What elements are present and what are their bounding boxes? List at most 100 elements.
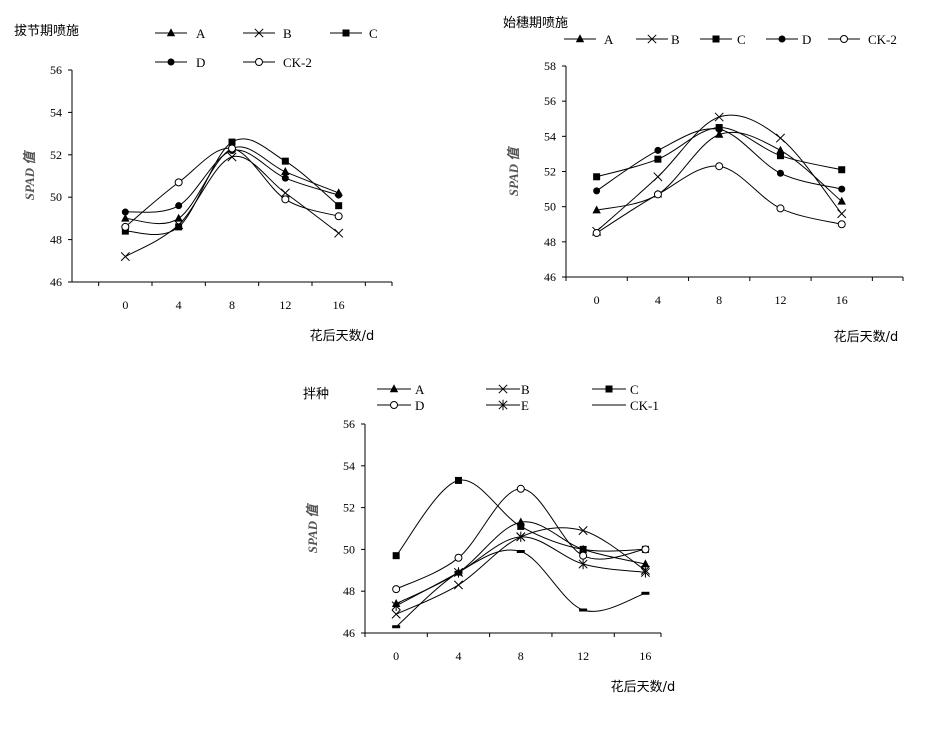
y-tick-label: 48 (343, 584, 355, 598)
legend-marker (840, 35, 848, 43)
legend-item-a: A (155, 26, 206, 41)
x-axis-label: 花后天数/d (834, 329, 899, 345)
legend-marker (605, 385, 613, 393)
data-point (654, 155, 662, 163)
data-point (593, 187, 601, 195)
legend-marker (575, 34, 585, 43)
legend-label: B (671, 32, 680, 47)
data-point (579, 608, 588, 612)
legend-item-c: C (700, 32, 746, 47)
legend-label: A (415, 382, 425, 397)
data-point (653, 172, 663, 182)
legend-item-c: C (330, 26, 378, 41)
data-point (334, 228, 344, 238)
data-point (715, 162, 724, 171)
data-point (593, 173, 601, 181)
chart-title: 拔节期喷施 (14, 24, 79, 39)
legend-label: E (521, 398, 529, 413)
data-point (641, 559, 650, 568)
legend-label: B (521, 382, 530, 397)
y-tick-label: 48 (50, 233, 62, 247)
data-point (715, 125, 723, 133)
legend-item-d: D (377, 398, 424, 413)
legend-label: A (604, 32, 614, 47)
x-tick-label: 0 (393, 649, 399, 663)
x-axis-label: 花后天数/d (611, 679, 676, 695)
y-tick-label: 54 (343, 459, 355, 473)
legend-marker (255, 58, 263, 66)
x-tick-label: 8 (518, 649, 524, 663)
legend-marker (498, 384, 508, 394)
data-point (641, 545, 650, 554)
x-tick-label: 16 (836, 293, 848, 307)
y-tick-label: 46 (544, 270, 556, 284)
legend-item-d: D (155, 55, 205, 70)
data-point (281, 157, 289, 165)
legend-item-a: A (564, 32, 614, 47)
legend-item-b: B (243, 26, 292, 41)
x-axis-label: 花后天数/d (310, 328, 375, 344)
legend-marker (342, 29, 350, 37)
series-a (592, 129, 846, 214)
y-tick-label: 54 (544, 129, 556, 143)
series-a (391, 517, 650, 607)
legend-label: D (415, 398, 424, 413)
legend-item-ck-2: CK-2 (243, 55, 312, 70)
data-point (579, 551, 588, 560)
data-point (335, 202, 343, 210)
data-point (392, 585, 401, 594)
data-point (174, 213, 183, 222)
series-line (395, 479, 646, 557)
data-point (776, 145, 785, 154)
data-point (516, 549, 525, 553)
series-ck-2 (121, 144, 343, 231)
x-tick-label: 4 (455, 649, 461, 663)
series-line (124, 147, 339, 228)
x-tick-label: 16 (639, 649, 651, 663)
legend-item-b: B (486, 382, 530, 397)
legend-label: B (283, 26, 292, 41)
legend-label: CK-2 (868, 32, 897, 47)
series-c (121, 138, 343, 236)
y-tick-label: 54 (50, 105, 62, 119)
series-d (593, 125, 846, 195)
legend-marker (778, 35, 786, 43)
data-point (175, 202, 183, 210)
legend-label: C (737, 32, 746, 47)
series-d (392, 484, 650, 594)
data-point (454, 570, 463, 574)
data-point (391, 609, 401, 619)
legend-marker (498, 399, 508, 411)
data-point (838, 185, 846, 193)
y-tick-label: 52 (343, 501, 355, 515)
legend-marker (166, 28, 176, 37)
legend-label: D (802, 32, 811, 47)
data-point (392, 625, 401, 629)
data-point (516, 531, 526, 543)
data-point (454, 476, 462, 484)
data-point (174, 178, 183, 187)
legend-item-b: B (636, 32, 680, 47)
series-ck-2 (592, 162, 846, 238)
data-point (453, 580, 464, 590)
data-point (838, 166, 846, 174)
data-point (454, 553, 463, 562)
legend-item-ck-2: CK-2 (828, 32, 897, 47)
series-line (125, 149, 339, 213)
data-point (517, 522, 525, 530)
data-point (228, 138, 236, 146)
series-ck-1 (392, 549, 650, 629)
legend-label: C (630, 382, 639, 397)
data-point (837, 220, 846, 229)
data-point (228, 144, 236, 153)
series-e (391, 531, 650, 612)
data-point (334, 212, 343, 221)
chart-title: 始穗期喷施 (503, 16, 568, 31)
data-point (391, 600, 401, 612)
data-point (281, 167, 290, 175)
x-tick-label: 12 (279, 298, 291, 312)
data-point (281, 174, 289, 182)
data-point (120, 252, 130, 262)
